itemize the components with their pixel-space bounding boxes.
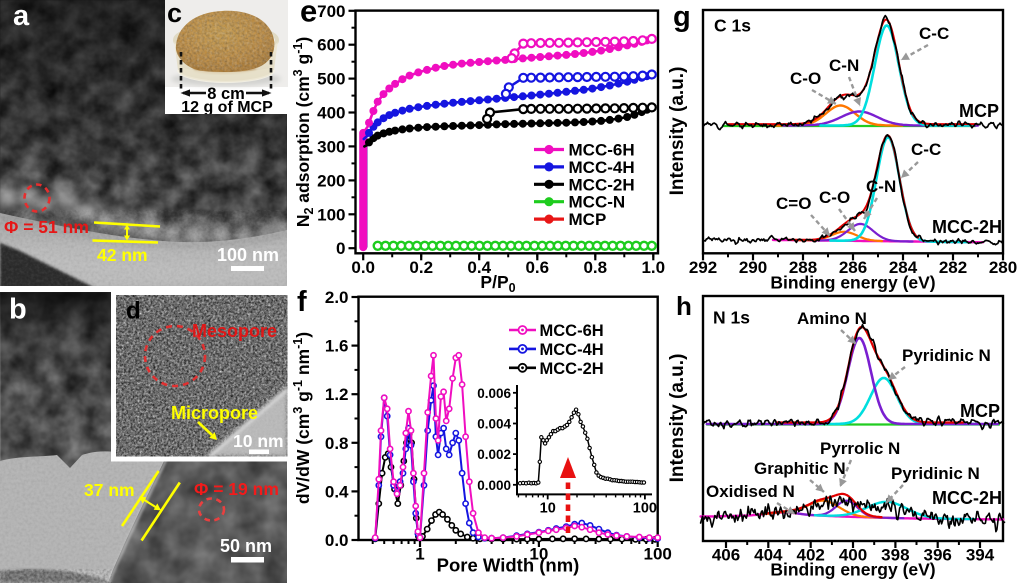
svg-text:f: f (297, 286, 307, 318)
svg-text:10: 10 (540, 500, 556, 516)
svg-text:290: 290 (739, 258, 767, 277)
svg-text:2.0: 2.0 (325, 288, 349, 307)
svg-text:406: 406 (712, 546, 740, 565)
svg-text:100: 100 (633, 500, 657, 516)
svg-text:400: 400 (839, 546, 867, 565)
svg-text:0: 0 (336, 239, 345, 258)
svg-text:Binding energy (eV): Binding energy (eV) (770, 272, 935, 292)
svg-text:MCC-2H: MCC-2H (540, 360, 604, 378)
svg-text:N 1s: N 1s (713, 308, 750, 328)
svg-text:404: 404 (754, 546, 783, 565)
svg-text:Pyridinic N: Pyridinic N (891, 464, 980, 483)
svg-text:200: 200 (317, 171, 345, 190)
svg-text:MCC-6H: MCC-6H (540, 322, 604, 340)
svg-text:10 nm: 10 nm (233, 431, 284, 451)
svg-text:12 g of MCP: 12 g of MCP (181, 99, 273, 116)
svg-text:0.2: 0.2 (409, 258, 433, 277)
svg-text:0.004: 0.004 (477, 416, 511, 431)
svg-text:1.0: 1.0 (641, 258, 665, 277)
svg-text:Amino N: Amino N (797, 309, 867, 328)
svg-text:0.002: 0.002 (477, 447, 511, 462)
svg-text:1: 1 (415, 545, 424, 564)
svg-text:C-O: C-O (790, 69, 821, 88)
svg-text:280: 280 (989, 258, 1017, 277)
svg-text:100: 100 (317, 205, 345, 224)
svg-text:Graphitic N: Graphitic N (754, 459, 846, 478)
svg-text:MCC-4H: MCC-4H (540, 341, 604, 359)
svg-text:288: 288 (789, 258, 817, 277)
svg-text:600: 600 (317, 36, 345, 55)
svg-text:282: 282 (939, 258, 967, 277)
svg-text:MCC-4H: MCC-4H (569, 158, 635, 177)
svg-text:0.0: 0.0 (325, 531, 349, 550)
svg-text:0.6: 0.6 (525, 258, 549, 277)
svg-text:MCP: MCP (960, 401, 1000, 421)
svg-text:292: 292 (689, 258, 717, 277)
svg-text:Oxidised N: Oxidised N (706, 482, 795, 501)
svg-text:0.4: 0.4 (467, 258, 491, 277)
svg-text:50 nm: 50 nm (220, 536, 272, 556)
svg-text:C 1s: C 1s (714, 16, 751, 36)
svg-text:Pore Width (nm): Pore Width (nm) (437, 555, 580, 576)
svg-text:394: 394 (966, 546, 995, 565)
svg-text:MCC-2H: MCC-2H (932, 488, 1002, 508)
svg-text:Pyridinic N: Pyridinic N (902, 346, 991, 365)
svg-text:0.8: 0.8 (583, 258, 607, 277)
svg-text:Micropore: Micropore (171, 403, 258, 423)
svg-text:396: 396 (924, 546, 952, 565)
svg-text:500: 500 (317, 70, 345, 89)
svg-text:300: 300 (317, 137, 345, 156)
svg-text:C=O: C=O (776, 194, 811, 213)
svg-text:Φ = 19 nm: Φ = 19 nm (194, 479, 279, 499)
svg-text:286: 286 (839, 258, 867, 277)
svg-text:Intensity (a.u.): Intensity (a.u.) (667, 67, 688, 196)
svg-text:MCP: MCP (959, 101, 999, 121)
svg-text:284: 284 (889, 258, 918, 277)
svg-text:Intensity (a.u.): Intensity (a.u.) (667, 354, 688, 483)
svg-text:100 nm: 100 nm (217, 245, 279, 265)
svg-text:0.8: 0.8 (325, 434, 349, 453)
svg-text:MCP: MCP (569, 210, 607, 229)
svg-text:P/P0: P/P0 (480, 272, 515, 295)
svg-text:Pyrrolic N: Pyrrolic N (820, 439, 900, 458)
svg-text:C-N: C-N (829, 56, 859, 75)
svg-text:Binding energy (eV): Binding energy (eV) (770, 560, 935, 580)
svg-text:MCC-6H: MCC-6H (569, 141, 635, 160)
svg-text:c: c (167, 0, 182, 28)
svg-text:MCC-2H: MCC-2H (569, 175, 635, 194)
svg-text:42 nm: 42 nm (97, 245, 148, 265)
svg-text:Φ = 51 nm: Φ = 51 nm (4, 217, 89, 237)
svg-text:1.2: 1.2 (325, 385, 349, 404)
svg-text:dV/dW (cm3 g-1 nm-1): dV/dW (cm3 g-1 nm-1) (291, 332, 313, 504)
svg-text:MCC-N: MCC-N (569, 193, 626, 212)
svg-text:37 nm: 37 nm (84, 480, 135, 500)
svg-text:400: 400 (317, 104, 345, 123)
svg-text:C-C: C-C (919, 24, 949, 43)
svg-text:0.000: 0.000 (477, 478, 511, 493)
svg-text:C-O: C-O (819, 188, 850, 207)
svg-text:1.6: 1.6 (325, 337, 349, 356)
svg-text:N2 adsorption (cm3 g-1): N2 adsorption (cm3 g-1) (291, 37, 316, 227)
svg-text:398: 398 (881, 546, 909, 565)
svg-text:0.0: 0.0 (351, 258, 375, 277)
svg-text:C-N: C-N (866, 177, 896, 196)
svg-text:10: 10 (529, 545, 548, 564)
svg-text:e: e (300, 0, 317, 29)
svg-text:h: h (676, 291, 692, 321)
svg-text:100: 100 (644, 545, 672, 564)
svg-text:a: a (13, 0, 30, 32)
svg-text:Mesopore: Mesopore (192, 321, 277, 341)
svg-text:b: b (9, 294, 27, 326)
svg-text:d: d (126, 297, 141, 324)
svg-text:C-C: C-C (911, 140, 941, 159)
svg-text:402: 402 (796, 546, 824, 565)
svg-text:0.006: 0.006 (477, 386, 511, 401)
svg-text:MCC-2H: MCC-2H (932, 217, 1002, 237)
svg-text:0.4: 0.4 (325, 482, 349, 501)
svg-text:g: g (673, 1, 691, 33)
svg-text:700: 700 (317, 2, 345, 21)
svg-text:8 cm: 8 cm (207, 85, 245, 103)
